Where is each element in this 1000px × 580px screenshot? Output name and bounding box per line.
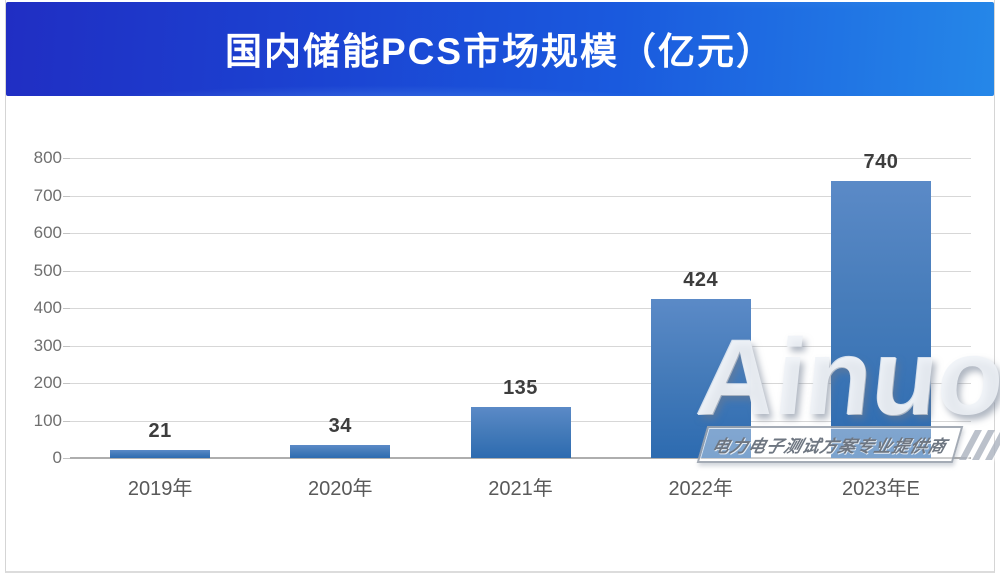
y-axis-tick-label: 100 bbox=[33, 410, 62, 430]
y-axis-tick-label: 200 bbox=[33, 373, 62, 392]
y-tick bbox=[63, 233, 70, 234]
x-axis-line bbox=[70, 457, 971, 459]
y-tick bbox=[63, 158, 70, 159]
y-tick bbox=[63, 420, 70, 422]
bar-value-label: 740 bbox=[863, 150, 899, 173]
gridline bbox=[70, 158, 971, 159]
bar-value-label: 21 bbox=[148, 420, 172, 443]
gridline bbox=[70, 308, 971, 309]
y-axis-tick-label: 300 bbox=[33, 335, 62, 355]
y-tick bbox=[63, 270, 70, 272]
y-axis-tick-label: 500 bbox=[33, 260, 62, 280]
y-axis-tick-label: 700 bbox=[33, 185, 62, 205]
chart-plot-area: 0 100 200 300 400 500 600 700 800 21 2019年 34 2020年 1… bbox=[34, 149, 971, 500]
y-tick bbox=[63, 345, 70, 347]
y-tick bbox=[63, 308, 70, 309]
bar-value-label: 34 bbox=[328, 415, 352, 438]
page-title: 国内储能PCS市场规模（亿元） bbox=[224, 31, 776, 72]
x-axis-category-label: 2022年 bbox=[668, 478, 733, 500]
y-axis-tick-label: 0 bbox=[52, 448, 62, 467]
bar-2023年E bbox=[830, 180, 931, 458]
gridline bbox=[70, 383, 971, 384]
gridline bbox=[70, 345, 971, 347]
x-axis-category-label: 2019年 bbox=[127, 478, 193, 500]
y-axis-tick-label: 600 bbox=[33, 223, 62, 242]
x-axis-category-label: 2021年 bbox=[488, 478, 553, 500]
gridline bbox=[70, 195, 971, 197]
gridline bbox=[70, 233, 971, 234]
bar-value-label: 135 bbox=[503, 377, 538, 400]
y-axis-tick-label: 400 bbox=[33, 298, 62, 317]
bar-2019年 bbox=[110, 450, 211, 458]
y-tick bbox=[63, 458, 70, 459]
y-tick bbox=[63, 383, 70, 384]
bar-2020年 bbox=[290, 445, 391, 458]
x-axis-category-label: 2023年E bbox=[841, 478, 920, 500]
y-axis-tick-label: 800 bbox=[33, 148, 62, 167]
bar-2022年 bbox=[650, 299, 751, 458]
bar-2021年 bbox=[470, 407, 571, 458]
x-axis-category-label: 2020年 bbox=[308, 478, 373, 500]
gridline bbox=[70, 270, 971, 272]
y-tick bbox=[63, 195, 70, 197]
card-border bbox=[5, 0, 995, 573]
header-banner: 国内储能PCS市场规模（亿元） bbox=[6, 2, 994, 96]
bar-value-label: 424 bbox=[683, 269, 719, 291]
